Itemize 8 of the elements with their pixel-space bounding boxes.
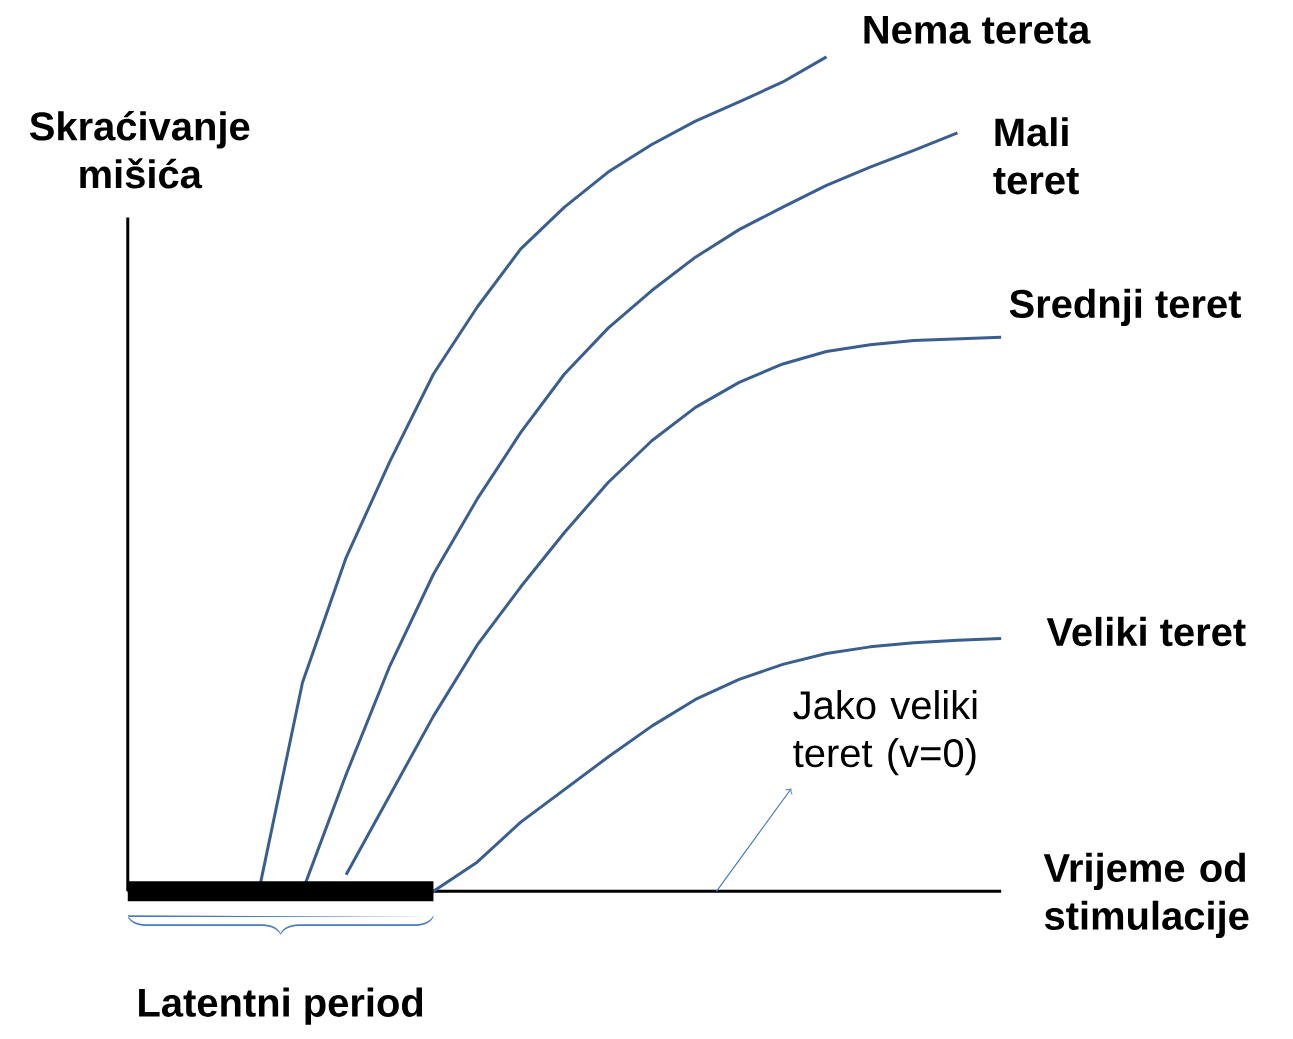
series-label: Veliki teret xyxy=(1046,616,1246,647)
y-axis-title: Skraćivanje mišića xyxy=(29,110,250,189)
annotation: Jako veliki teret (v=0) xyxy=(793,690,977,776)
series-label: Mali teret xyxy=(993,117,1079,195)
x-axis-title: Vrijeme od stimulacije xyxy=(1043,852,1249,938)
text: Latentni period xyxy=(139,987,423,1025)
series-label: Srednji teret xyxy=(1009,288,1241,326)
series-label: Nema tereta xyxy=(864,15,1091,44)
